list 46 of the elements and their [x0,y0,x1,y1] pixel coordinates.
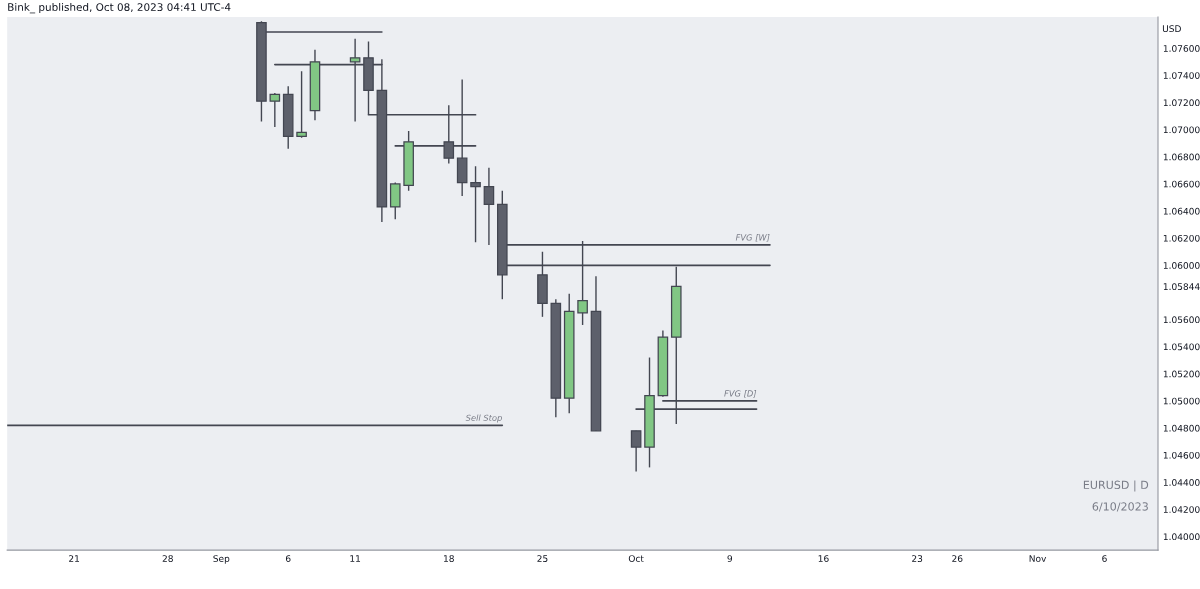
y-tick-label: 1.04200 [1163,506,1200,513]
y-tick-label: 1.05200 [1163,370,1200,378]
y-tick-label: 1.07200 [1163,99,1200,107]
candlestick [296,70,307,139]
y-tick-label: 1.06200 [1163,234,1200,242]
y-tick-label: 1.06800 [1163,153,1200,161]
x-tick-label: 23 [912,555,923,562]
candlestick [470,165,481,243]
y-tick-label: 1.06000 [1163,262,1200,269]
candlestick [630,430,642,473]
annotation: Sell Stop [465,414,502,423]
candlestick [269,92,281,128]
x-tick-label: 6 [285,555,291,562]
annotation: EURUSD | D [1083,480,1149,492]
y-tick-label: 1.06400 [1163,207,1200,215]
y-tick-label: 1.07400 [1163,72,1200,79]
x-tick-label: 9 [727,555,733,562]
y-tick-label: 1.05600 [1163,316,1200,324]
x-tick-label: 16 [818,555,829,562]
x-tick-label: Nov [1029,555,1047,562]
x-tick-label: 21 [69,555,80,562]
annotation: FVG [D] [724,390,757,398]
x-tick-label: Oct [628,555,644,562]
y-tick-label: 1.04800 [1163,424,1200,432]
y-axis-title: USD [1162,25,1181,33]
x-tick-label: 6 [1102,555,1107,562]
y-tick-label: 1.05000 [1163,397,1200,405]
x-tick-label: 26 [952,555,963,562]
chart-title: Bink_ published, Oct 08, 2023 04:41 UTC-4 [8,2,231,14]
candlestick [483,166,495,246]
candlestick [389,181,401,220]
y-tick-label: 1.04600 [1163,451,1200,459]
x-tick-label: 28 [162,555,173,562]
y-tick-label: 1.05844 [1163,283,1200,291]
y-tick-label: 1.07000 [1163,126,1200,134]
x-tick-label: 11 [350,555,361,562]
y-tick-label: 1.05400 [1163,343,1200,351]
annotation: FVG [W] [735,234,770,242]
x-tick-label: 18 [444,555,454,562]
y-tick-label: 1.04000 [1163,533,1200,541]
y-tick-label: 1.06600 [1163,180,1200,188]
y-tick-label: 1.04400 [1163,479,1200,486]
y-tick-label: 1.07600 [1163,45,1200,52]
x-tick-label: Sep [213,555,230,564]
x-tick-label: 25 [537,555,548,562]
annotation: 6/10/2023 [1092,502,1148,512]
